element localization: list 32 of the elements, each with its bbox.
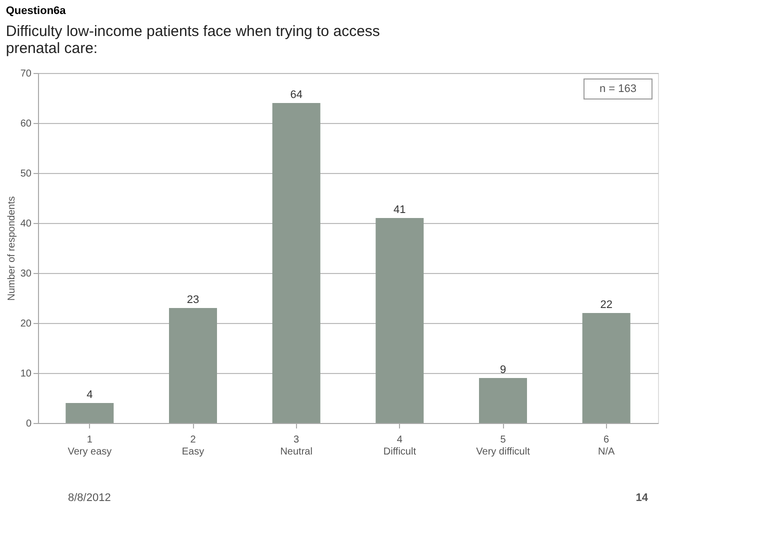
bar	[272, 103, 320, 423]
y-tick-label: 50	[20, 168, 32, 180]
data-label: 4	[86, 389, 93, 401]
bar	[479, 378, 527, 423]
chart-subtitle: Difficulty low-income patients face when trying to access prenatal care:	[6, 23, 380, 57]
bar	[582, 313, 630, 423]
data-label: 22	[600, 299, 612, 311]
y-tick-label: 20	[20, 318, 32, 330]
bar	[169, 308, 217, 423]
data-label: 41	[394, 204, 406, 216]
text: 14	[636, 492, 649, 504]
y-tick-label: 30	[20, 268, 32, 280]
bar	[376, 218, 424, 423]
y-tick-label: 70	[20, 68, 32, 80]
x-tick-label: 4 Difficult	[383, 434, 416, 458]
chart-title: Question6a	[6, 5, 67, 17]
x-tick-label: 2 Easy	[182, 434, 204, 458]
x-tick-label: 6 N/A	[598, 434, 615, 458]
data-label: 64	[290, 89, 302, 101]
x-tick-label: 3 Neutral	[280, 434, 312, 458]
data-label: 23	[186, 294, 200, 306]
x-tick-label: 5 Very difficult	[476, 434, 530, 458]
y-tick-label: 40	[20, 218, 32, 230]
y-axis-title: Number of respondents	[6, 196, 18, 301]
y-tick-label: 0	[26, 418, 32, 430]
y-tick-label: 10	[20, 368, 32, 380]
x-tick-label: 1 Very easy	[68, 434, 112, 458]
bar	[66, 403, 114, 423]
data-label: 9	[500, 364, 506, 376]
y-tick-label: 60	[20, 118, 32, 130]
annotation: n = 163	[599, 83, 637, 95]
text: 8/8/2012	[68, 492, 111, 504]
